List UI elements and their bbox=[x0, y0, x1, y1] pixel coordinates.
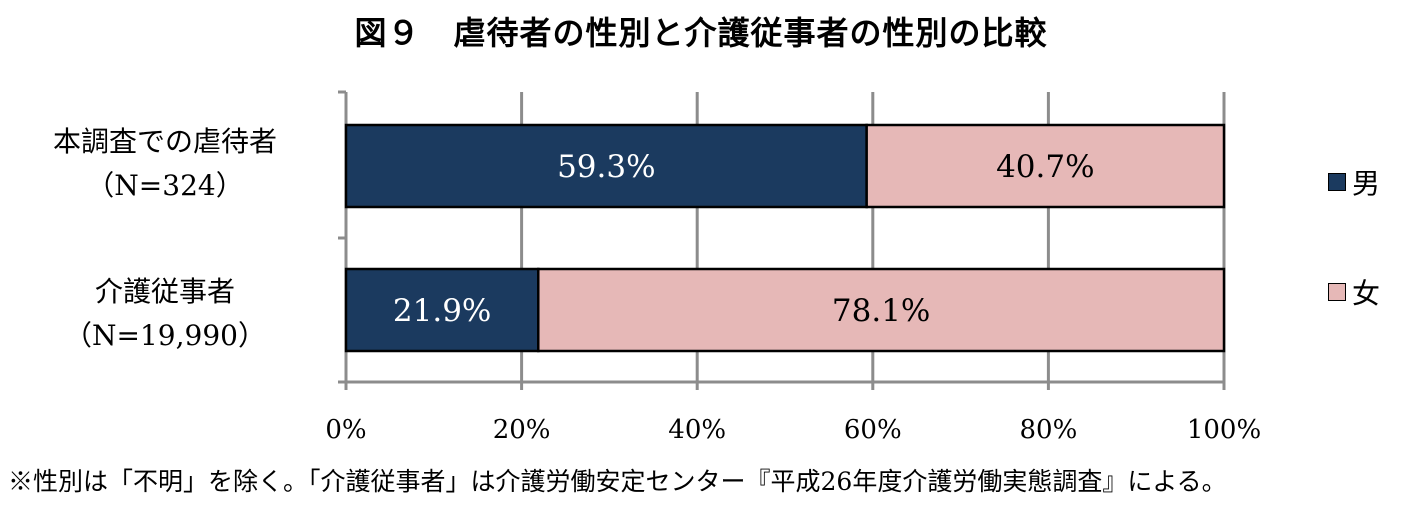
bar-0-1 bbox=[865, 123, 1226, 209]
x-tick-label-20: 20% bbox=[493, 415, 551, 445]
chart-title: 図９ 虐待者の性別と介護従事者の性別の比較 bbox=[354, 14, 1048, 52]
bar-1-0 bbox=[344, 267, 540, 353]
category-label-care-workers: 介護従事者 （N=19,990） bbox=[40, 270, 290, 358]
legend-label-female: 女 bbox=[1352, 277, 1381, 310]
x-tick-label-0: 0% bbox=[325, 415, 366, 445]
category-label-care-workers-n: （N=19,990） bbox=[64, 319, 266, 352]
legend-label-male: 男 bbox=[1352, 167, 1381, 200]
footnote: ※性別は「不明」を除く。「介護従事者」は介護労働安定センター『平成26年度介護労… bbox=[8, 467, 1227, 496]
legend-item-male: 男 bbox=[1328, 162, 1380, 202]
category-label-abusers-n: （N=324） bbox=[86, 169, 244, 202]
legend-swatch-male bbox=[1328, 173, 1346, 191]
legend-swatch-female bbox=[1328, 283, 1346, 301]
data-label-1-1: 78.1% bbox=[832, 293, 930, 329]
data-label-0-0: 59.3% bbox=[557, 149, 655, 185]
x-tick-label-80: 80% bbox=[1020, 415, 1078, 445]
category-label-care-workers-name: 介護従事者 bbox=[94, 275, 235, 308]
x-tick-label-100: 100% bbox=[1187, 415, 1261, 445]
x-tick-label-40: 40% bbox=[668, 415, 726, 445]
x-tick-label-60: 60% bbox=[844, 415, 902, 445]
category-label-abusers: 本調査での虐待者 （N=324） bbox=[40, 120, 290, 208]
legend-item-female: 女 bbox=[1328, 272, 1380, 312]
data-label-0-1: 40.7% bbox=[996, 149, 1094, 185]
bar-1-1 bbox=[537, 267, 1226, 353]
data-label-1-0: 21.9% bbox=[393, 293, 491, 329]
category-label-abusers-name: 本調査での虐待者 bbox=[52, 125, 277, 158]
bar-0-0 bbox=[344, 123, 868, 209]
